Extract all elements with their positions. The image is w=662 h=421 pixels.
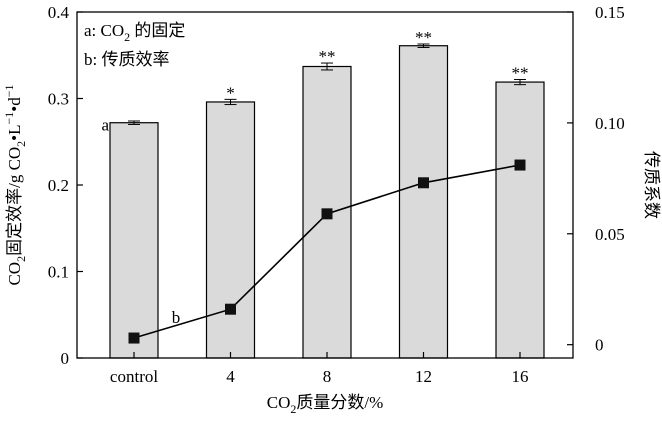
line-marker-4: [225, 303, 236, 315]
significance-mark-8: **: [319, 47, 336, 66]
right-y-tick-label: 0.05: [595, 225, 625, 244]
right-y-tick-label: 0.10: [595, 114, 625, 133]
x-tick-label: 12: [415, 367, 432, 386]
bar-control: [109, 122, 159, 359]
left-y-tick-label: 0.1: [48, 263, 69, 282]
bar-16: [495, 81, 545, 359]
left-y-tick-label: 0.3: [48, 90, 69, 109]
x-tick-label: 8: [323, 367, 332, 386]
legend-entry-b: b: 传质效率: [84, 50, 169, 69]
line-series-annotation: b: [172, 308, 181, 327]
bar-12: [398, 45, 449, 359]
line-marker-8: [321, 208, 333, 220]
right-y-axis-label: 传质系数: [642, 151, 661, 219]
significance-mark-16: **: [512, 63, 529, 82]
x-axis-label: CO2​质量分数/%: [267, 393, 384, 416]
bar-4: [205, 101, 256, 359]
right-y-tick-label: 0: [595, 336, 604, 355]
line-marker-16: [514, 159, 526, 171]
left-y-axis-label: CO2​固定效率/g CO2​•L−1​•d−1​: [2, 84, 28, 285]
x-tick-label: control: [110, 367, 158, 386]
x-tick-label: 4: [226, 367, 235, 386]
line-marker-12: [418, 177, 429, 189]
bar-series-annotation: a: [101, 116, 109, 135]
left-y-tick-label: 0: [61, 349, 70, 368]
significance-mark-4: *: [226, 83, 235, 102]
significance-mark-12: **: [415, 28, 432, 47]
x-tick-label: 16: [512, 367, 529, 386]
left-y-tick-label: 0.2: [48, 176, 69, 195]
left-y-tick-label: 0.4: [48, 3, 70, 22]
legend-entry-a: a: CO2​ 的固定: [84, 21, 185, 44]
line-marker-control: [128, 332, 140, 344]
right-y-tick-label: 0.15: [595, 3, 625, 22]
